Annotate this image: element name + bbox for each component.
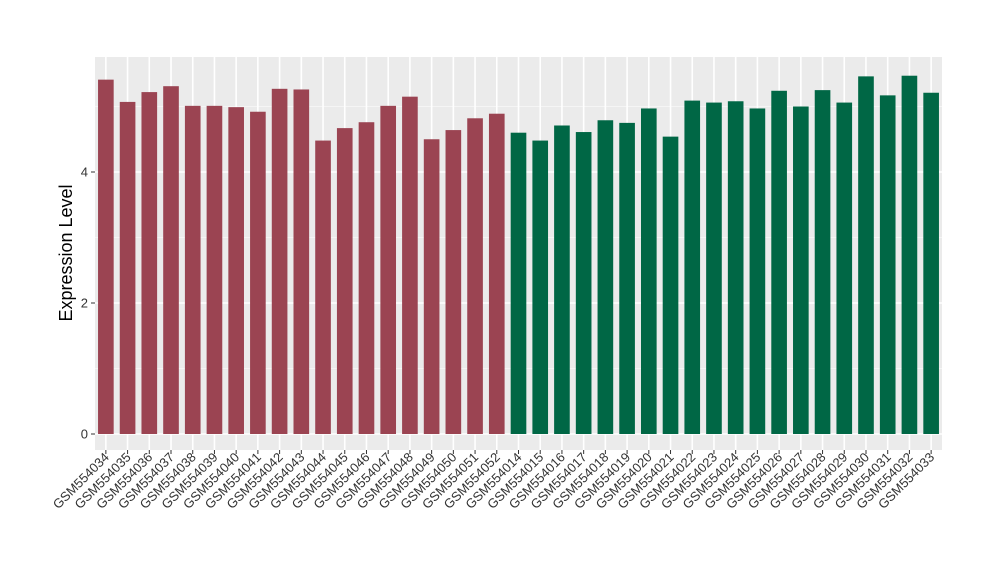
bar bbox=[554, 125, 570, 435]
x-axis: GSM554034GSM554035GSM554036GSM554037GSM5… bbox=[50, 450, 938, 512]
bar bbox=[98, 79, 114, 435]
bar bbox=[250, 111, 266, 435]
bars-layer bbox=[98, 75, 939, 435]
bar bbox=[836, 102, 853, 434]
bar bbox=[532, 140, 549, 434]
bar bbox=[749, 108, 766, 434]
bar bbox=[380, 105, 397, 434]
bar bbox=[119, 101, 136, 434]
bar bbox=[858, 76, 874, 435]
bar bbox=[619, 122, 635, 434]
bar bbox=[271, 88, 288, 434]
bar bbox=[488, 113, 505, 434]
bar bbox=[662, 136, 679, 434]
y-tick-label: 2 bbox=[81, 296, 88, 311]
y-axis: 0 2 4 bbox=[81, 165, 95, 442]
bar bbox=[336, 128, 353, 435]
bar bbox=[901, 75, 918, 434]
y-tick-label: 0 bbox=[81, 427, 88, 442]
bar bbox=[358, 122, 375, 434]
y-axis-title: Expression Level bbox=[56, 184, 76, 321]
bar bbox=[141, 92, 158, 434]
bar bbox=[293, 89, 310, 434]
bar bbox=[793, 106, 809, 434]
bar bbox=[706, 102, 722, 434]
bar bbox=[727, 101, 744, 434]
bar bbox=[206, 105, 223, 434]
bar bbox=[814, 90, 831, 434]
bar bbox=[640, 108, 657, 434]
bar bbox=[575, 132, 592, 435]
bar bbox=[597, 120, 614, 434]
bar bbox=[315, 140, 331, 434]
bar bbox=[163, 86, 179, 434]
y-tick-label: 4 bbox=[81, 165, 88, 180]
bar bbox=[228, 107, 244, 434]
bar bbox=[879, 95, 896, 435]
bar bbox=[423, 139, 440, 434]
bar bbox=[402, 96, 418, 435]
bar bbox=[684, 100, 701, 434]
bar bbox=[771, 90, 787, 434]
bar bbox=[184, 105, 201, 434]
bar bbox=[467, 118, 483, 434]
bar bbox=[445, 130, 462, 434]
bar bbox=[510, 132, 527, 434]
bar bbox=[923, 92, 939, 435]
